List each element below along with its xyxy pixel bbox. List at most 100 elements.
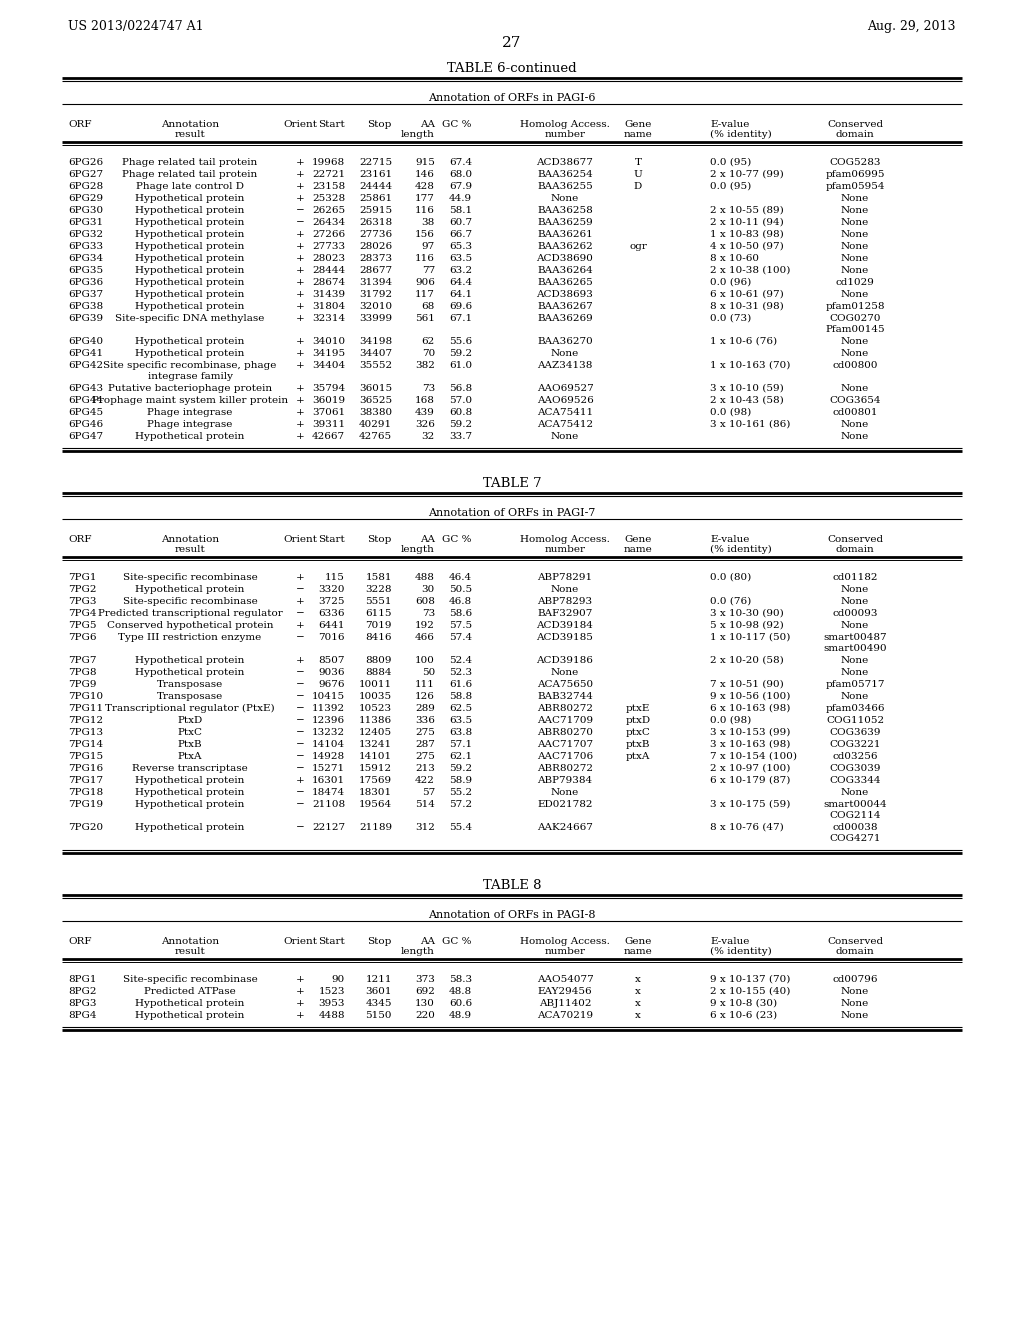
Text: pfam05717: pfam05717 <box>825 680 885 689</box>
Text: 915: 915 <box>415 158 435 168</box>
Text: BAA36261: BAA36261 <box>538 230 593 239</box>
Text: Hypothetical protein: Hypothetical protein <box>135 776 245 785</box>
Text: 12396: 12396 <box>312 715 345 725</box>
Text: 3 x 10-175 (59): 3 x 10-175 (59) <box>710 800 791 809</box>
Text: 10415: 10415 <box>312 692 345 701</box>
Text: 36015: 36015 <box>358 384 392 393</box>
Text: 56.8: 56.8 <box>449 384 472 393</box>
Text: 213: 213 <box>415 764 435 774</box>
Text: Hypothetical protein: Hypothetical protein <box>135 822 245 832</box>
Text: 97: 97 <box>422 242 435 251</box>
Text: 6PG46: 6PG46 <box>68 420 103 429</box>
Text: COG3039: COG3039 <box>829 764 881 774</box>
Text: 6PG40: 6PG40 <box>68 337 103 346</box>
Text: 289: 289 <box>415 704 435 713</box>
Text: 27736: 27736 <box>358 230 392 239</box>
Text: 6PG43: 6PG43 <box>68 384 103 393</box>
Text: 58.6: 58.6 <box>449 609 472 618</box>
Text: 40291: 40291 <box>358 420 392 429</box>
Text: None: None <box>841 788 869 797</box>
Text: 1523: 1523 <box>318 987 345 997</box>
Text: Hypothetical protein: Hypothetical protein <box>135 585 245 594</box>
Text: 7 x 10-51 (90): 7 x 10-51 (90) <box>710 680 783 689</box>
Text: 10035: 10035 <box>358 692 392 701</box>
Text: −: − <box>296 609 304 618</box>
Text: 1211: 1211 <box>366 975 392 983</box>
Text: 22721: 22721 <box>312 170 345 180</box>
Text: 9 x 10-8 (30): 9 x 10-8 (30) <box>710 999 777 1008</box>
Text: 6PG36: 6PG36 <box>68 279 103 286</box>
Text: cd00800: cd00800 <box>833 360 878 370</box>
Text: 3 x 10-161 (86): 3 x 10-161 (86) <box>710 420 791 429</box>
Text: 32: 32 <box>422 432 435 441</box>
Text: 7 x 10-154 (100): 7 x 10-154 (100) <box>710 752 797 762</box>
Text: Predicted ATPase: Predicted ATPase <box>144 987 236 997</box>
Text: BAA36258: BAA36258 <box>538 206 593 215</box>
Text: +: + <box>296 290 304 300</box>
Text: Type III restriction enzyme: Type III restriction enzyme <box>119 634 261 642</box>
Text: None: None <box>841 384 869 393</box>
Text: 59.2: 59.2 <box>449 348 472 358</box>
Text: cd01182: cd01182 <box>833 573 878 582</box>
Text: −: − <box>296 752 304 762</box>
Text: ACA75412: ACA75412 <box>537 420 593 429</box>
Text: 168: 168 <box>415 396 435 405</box>
Text: Orient: Orient <box>283 535 317 544</box>
Text: 33.7: 33.7 <box>449 432 472 441</box>
Text: 30: 30 <box>422 585 435 594</box>
Text: 31394: 31394 <box>358 279 392 286</box>
Text: Site-specific recombinase: Site-specific recombinase <box>123 975 257 983</box>
Text: EAY29456: EAY29456 <box>538 987 592 997</box>
Text: result: result <box>175 129 206 139</box>
Text: None: None <box>841 999 869 1008</box>
Text: None: None <box>551 348 580 358</box>
Text: −: − <box>296 585 304 594</box>
Text: +: + <box>296 656 304 665</box>
Text: 177: 177 <box>415 194 435 203</box>
Text: 63.8: 63.8 <box>449 729 472 737</box>
Text: None: None <box>841 692 869 701</box>
Text: −: − <box>296 704 304 713</box>
Text: 466: 466 <box>415 634 435 642</box>
Text: 7PG5: 7PG5 <box>68 620 96 630</box>
Text: 5150: 5150 <box>366 1011 392 1020</box>
Text: 326: 326 <box>415 420 435 429</box>
Text: 2 x 10-20 (58): 2 x 10-20 (58) <box>710 656 783 665</box>
Text: None: None <box>551 194 580 203</box>
Text: 6PG38: 6PG38 <box>68 302 103 312</box>
Text: AA: AA <box>420 535 435 544</box>
Text: 25861: 25861 <box>358 194 392 203</box>
Text: 15912: 15912 <box>358 764 392 774</box>
Text: 2 x 10-55 (89): 2 x 10-55 (89) <box>710 206 783 215</box>
Text: 9 x 10-56 (100): 9 x 10-56 (100) <box>710 692 791 701</box>
Text: +: + <box>296 999 304 1008</box>
Text: Gene: Gene <box>625 535 651 544</box>
Text: 28677: 28677 <box>358 267 392 275</box>
Text: smart00490: smart00490 <box>823 644 887 653</box>
Text: AAO69526: AAO69526 <box>537 396 593 405</box>
Text: ABP79384: ABP79384 <box>538 776 593 785</box>
Text: Stop: Stop <box>368 937 392 946</box>
Text: 61.6: 61.6 <box>449 680 472 689</box>
Text: −: − <box>296 800 304 809</box>
Text: 63.5: 63.5 <box>449 715 472 725</box>
Text: ptxD: ptxD <box>626 715 650 725</box>
Text: BAB32744: BAB32744 <box>537 692 593 701</box>
Text: cd00801: cd00801 <box>833 408 878 417</box>
Text: 6PG29: 6PG29 <box>68 194 103 203</box>
Text: ORF: ORF <box>68 937 91 946</box>
Text: 906: 906 <box>415 279 435 286</box>
Text: 65.3: 65.3 <box>449 242 472 251</box>
Text: −: − <box>296 729 304 737</box>
Text: ACD38690: ACD38690 <box>537 253 594 263</box>
Text: 2 x 10-11 (94): 2 x 10-11 (94) <box>710 218 783 227</box>
Text: 192: 192 <box>415 620 435 630</box>
Text: 7PG18: 7PG18 <box>68 788 103 797</box>
Text: 0.0 (76): 0.0 (76) <box>710 597 752 606</box>
Text: domain: domain <box>836 129 874 139</box>
Text: 33999: 33999 <box>358 314 392 323</box>
Text: ABR80270: ABR80270 <box>537 729 593 737</box>
Text: 7PG14: 7PG14 <box>68 741 103 748</box>
Text: BAA36270: BAA36270 <box>538 337 593 346</box>
Text: +: + <box>296 170 304 180</box>
